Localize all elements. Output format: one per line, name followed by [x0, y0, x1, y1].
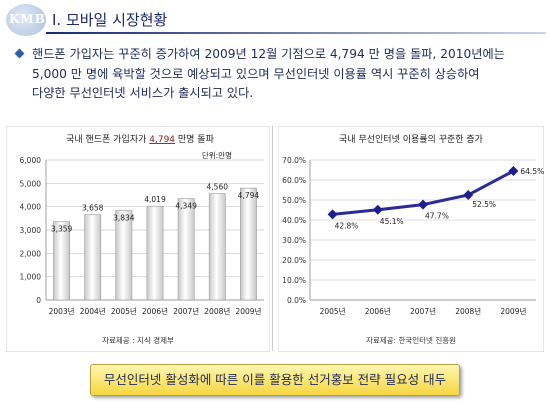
bar-5	[208, 193, 226, 301]
usage-line-chart: 국내 무선인터넷 이용률의 꾸준한 증가 0.0% 10.0% 20.0% 30.0% 4…	[278, 126, 544, 352]
line-x-tick-label: 2008년	[455, 306, 481, 316]
bar-chart-unit: 단위:만명	[202, 150, 232, 160]
bar-chart-title-part-2: 만명 돌파	[175, 134, 215, 145]
page-title: Ⅰ. 모바일 시장현황	[52, 11, 168, 29]
line-x-tick-label: 2007년	[410, 306, 436, 316]
line-x-tick-label: 2009년	[500, 306, 526, 316]
bar-value-label: 3,658	[82, 204, 104, 213]
line-chart-title: 국내 무선인터넷 이용률의 꾸준한 증가	[339, 134, 483, 145]
line-y-tick-label: 70.0%	[282, 156, 306, 165]
bar-value-label: 4,019	[144, 195, 166, 204]
bar-y-tick-label: 6,000	[20, 156, 42, 165]
bar-value-label: 4,349	[175, 202, 197, 211]
line-y-tick-label: 10.0%	[282, 276, 306, 285]
bar-6	[240, 187, 257, 301]
usage-point-3	[463, 190, 474, 200]
bar-3	[146, 205, 164, 301]
logo: KMB	[6, 4, 46, 36]
line-y-tick-label: 40.0%	[282, 216, 306, 225]
bar-x-tick-label: 2007년	[173, 306, 199, 316]
line-y-tick-label: 50.0%	[282, 196, 306, 205]
usage-point-0	[327, 209, 338, 220]
bar-x-tick-label: 2005년	[111, 306, 137, 316]
bar-chart-source: 자료제공 : 지식 경제부	[102, 335, 174, 345]
bar-chart-frame	[6, 126, 270, 352]
usage-value-label: 45.1%	[380, 217, 404, 226]
intro-line-3: 다양한 무선인터넷 서비스가 출시되고 있다.	[32, 86, 254, 100]
bar-1	[84, 214, 102, 301]
usage-chart-panel: 국내 무선인터넷 이용률의 꾸준한 증가 0.0% 10.0% 20.0% 30.0% 4…	[278, 126, 544, 352]
usage-value-label: 47.7%	[425, 212, 449, 221]
line-y-tick-label: 30.0%	[282, 236, 306, 245]
logo-text: KMB	[9, 12, 46, 26]
bar-value-label: 3,834	[113, 214, 135, 223]
bar-4	[177, 198, 195, 301]
intro-line-1: 핸드폰 가입자는 꾸준히 증가하여 2009년 12월 기점으로 4,794 만…	[32, 47, 505, 61]
usage-point-1	[372, 204, 383, 215]
bar-chart-title-part-1: 4,794	[149, 135, 175, 145]
line-y-tick-label: 0.0%	[287, 296, 306, 305]
usage-value-label: 52.5%	[472, 200, 496, 209]
line-chart-source: 자료제공: 한국인터넷 진흥원	[366, 335, 456, 345]
bar-y-tick-label: 5,000	[20, 179, 42, 188]
line-x-tick-label: 2006년	[365, 306, 391, 316]
usage-value-label: 42.8%	[335, 221, 359, 230]
bar-x-tick-label: 2008년	[204, 306, 230, 316]
bullet-icon	[14, 48, 25, 59]
bar-value-label: 4,560	[207, 183, 229, 192]
bar-y-tick-label: 2,000	[20, 249, 42, 258]
usage-point-4	[508, 166, 519, 176]
bar-x-tick-label: 2006년	[142, 306, 168, 316]
bar-y-tick-label: 0	[36, 296, 41, 305]
line-y-tick-label: 60.0%	[282, 176, 306, 185]
line-chart-frame	[278, 126, 544, 352]
bar-x-tick-label: 2004년	[80, 306, 106, 316]
title-bar: KMB Ⅰ. 모바일 시장현황	[0, 0, 550, 40]
conclusion-box: 무선인터넷 활성화에 따른 이를 활용한 선거홍보 전략 필요성 대두	[90, 364, 460, 396]
intro-line-2: 5,000 만 명에 육박할 것으로 예상되고 있으며 무선인터넷 이용률 역시…	[32, 66, 480, 81]
line-y-tick-label: 20.0%	[282, 256, 306, 265]
bar-value-label: 4,794	[238, 191, 260, 200]
usage-value-label: 64.5%	[520, 167, 544, 176]
bar-2	[115, 210, 133, 301]
bar-y-tick-label: 4,000	[20, 203, 42, 212]
title-underline	[46, 32, 546, 34]
panel-divider	[272, 126, 273, 351]
bar-0	[53, 221, 70, 301]
bar-x-tick-label: 2009년	[235, 306, 261, 316]
bar-y-tick-label: 3,000	[20, 226, 42, 235]
line-x-tick-label: 2005년	[320, 306, 346, 316]
bar-y-tick-label: 1,000	[20, 273, 42, 282]
usage-point-2	[418, 199, 428, 210]
bar-value-label: 3,359	[51, 225, 73, 234]
bar-chart-title: 국내 핸드폰 가입자가 4,794 만명 돌파	[66, 133, 214, 145]
bar-x-tick-label: 2003년	[49, 306, 75, 316]
bar-chart-title-part-0: 국내 핸드폰 가입자가	[66, 133, 149, 145]
